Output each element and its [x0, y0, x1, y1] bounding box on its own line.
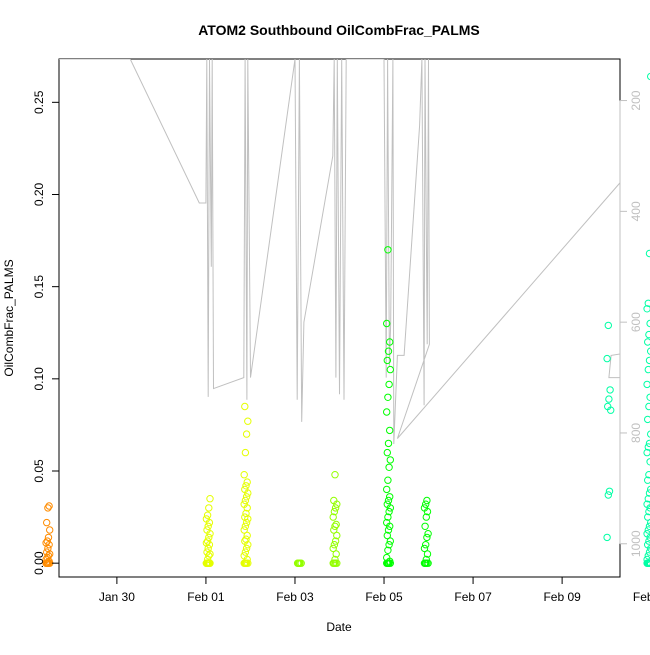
data-point	[46, 503, 52, 509]
data-point	[646, 357, 650, 363]
x-tick-label: Feb 11	[633, 590, 650, 604]
data-point	[242, 549, 248, 555]
data-point	[645, 339, 650, 345]
data-point	[424, 534, 430, 540]
data-point	[422, 523, 428, 529]
data-point	[385, 394, 391, 400]
y2-tick-label: 800	[629, 423, 643, 443]
data-point	[205, 523, 211, 529]
data-point	[242, 403, 248, 409]
data-point	[645, 416, 650, 422]
y-axis-label: OilCombFrac_PALMS	[2, 259, 16, 376]
data-point	[333, 521, 339, 527]
data-point	[606, 396, 612, 402]
y2-tick-label: 1000	[629, 530, 643, 557]
data-point	[242, 523, 248, 529]
altitude-profile-line	[46, 59, 650, 549]
data-point	[644, 381, 650, 387]
data-point	[607, 387, 613, 393]
y-tick-label: 0.05	[32, 459, 46, 483]
x-tick-label: Feb 03	[276, 590, 314, 604]
data-point	[646, 331, 650, 337]
data-point	[244, 479, 250, 485]
data-point	[424, 497, 430, 503]
data-point	[242, 497, 248, 503]
y2-tick-label: 600	[629, 312, 643, 332]
data-point	[243, 483, 249, 489]
x-axis-label: Date	[326, 620, 352, 634]
data-point	[387, 457, 393, 463]
y-tick-label: 0.25	[32, 90, 46, 114]
data-point	[243, 431, 249, 437]
data-points-layer	[43, 73, 650, 566]
data-point	[604, 534, 610, 540]
x-tick-label: Feb 01	[187, 590, 225, 604]
y-tick-label: 0.10	[32, 367, 46, 391]
plot-frame	[59, 59, 620, 577]
data-point	[386, 381, 392, 387]
data-point	[242, 449, 248, 455]
data-point	[206, 534, 212, 540]
x-tick-label: Feb 09	[543, 590, 581, 604]
data-point	[425, 531, 431, 537]
data-point	[646, 250, 650, 256]
y2-tick-label: 200	[629, 90, 643, 110]
x-tick-label: Feb 07	[454, 590, 492, 604]
data-point	[645, 527, 650, 533]
data-point	[387, 366, 393, 372]
data-point	[204, 512, 210, 518]
data-point	[423, 501, 429, 507]
data-point	[241, 527, 247, 533]
data-point	[332, 472, 338, 478]
x-tick-label: Jan 30	[99, 590, 135, 604]
data-point	[206, 505, 212, 511]
y-tick-label: 0.00	[32, 551, 46, 575]
data-point	[421, 545, 427, 551]
y-axis: 0.00 0.05 0.10 0.15 0.20 0.25	[32, 90, 59, 575]
data-point	[606, 488, 612, 494]
data-point	[332, 505, 338, 511]
y2-axis: 200 400 600 800 1000	[620, 90, 643, 557]
data-point	[207, 496, 213, 502]
data-point	[645, 553, 650, 559]
data-point	[385, 497, 391, 503]
data-point	[645, 366, 650, 372]
x-axis: Jan 30 Feb 01 Feb 03 Feb 05 Feb 07 Feb 09 Feb …	[99, 577, 650, 604]
data-point	[44, 519, 50, 525]
x-tick-label: Feb 05	[365, 590, 403, 604]
data-point	[604, 355, 610, 361]
data-point	[605, 322, 611, 328]
data-point	[241, 472, 247, 478]
data-point	[384, 486, 390, 492]
y-tick-label: 0.20	[32, 182, 46, 206]
chart-title: ATOM2 Southbound OilCombFrac_PALMS	[198, 22, 480, 38]
data-point	[384, 409, 390, 415]
data-point	[386, 464, 392, 470]
altitude-profile-layer	[46, 59, 650, 549]
data-point	[387, 494, 393, 500]
data-point	[243, 536, 249, 542]
data-point	[47, 527, 53, 533]
data-point	[387, 427, 393, 433]
data-point	[384, 449, 390, 455]
data-point	[423, 542, 429, 548]
data-point	[646, 403, 650, 409]
data-point	[243, 494, 249, 500]
data-point	[385, 440, 391, 446]
y-tick-label: 0.15	[32, 275, 46, 299]
data-point	[330, 545, 336, 551]
data-point	[245, 418, 251, 424]
y2-tick-label: 400	[629, 201, 643, 221]
data-point	[385, 477, 391, 483]
data-point	[605, 492, 611, 498]
data-point	[243, 545, 249, 551]
data-point	[45, 534, 51, 540]
